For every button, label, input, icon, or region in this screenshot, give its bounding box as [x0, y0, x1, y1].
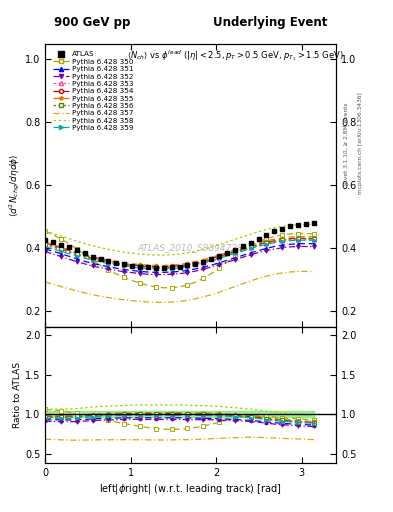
Legend: ATLAS, Pythia 6.428 350, Pythia 6.428 351, Pythia 6.428 352, Pythia 6.428 353, P: ATLAS, Pythia 6.428 350, Pythia 6.428 35…	[50, 49, 136, 134]
Text: $\langle N_{ch}\rangle$ vs $\phi^{lead}$ ($|\eta| < 2.5, p_T > 0.5$ GeV, $p_{T_1: $\langle N_{ch}\rangle$ vs $\phi^{lead}$…	[127, 48, 343, 63]
Text: 900 GeV pp: 900 GeV pp	[54, 16, 130, 29]
Y-axis label: Ratio to ATLAS: Ratio to ATLAS	[13, 362, 22, 428]
Y-axis label: $\langle d^2 N_{chg}/d\eta d\phi \rangle$: $\langle d^2 N_{chg}/d\eta d\phi \rangle…	[8, 154, 22, 217]
X-axis label: left|$\phi$right| (w.r.t. leading track) [rad]: left|$\phi$right| (w.r.t. leading track)…	[99, 482, 282, 497]
Text: mcplots.cern.ch [arXiv:1306.3436]: mcplots.cern.ch [arXiv:1306.3436]	[358, 93, 363, 194]
Text: ATLAS_2010_S8894728: ATLAS_2010_S8894728	[138, 243, 244, 252]
Text: Underlying Event: Underlying Event	[213, 16, 327, 29]
Text: Rivet 3.1.10, ≥ 2.8M events: Rivet 3.1.10, ≥ 2.8M events	[344, 102, 349, 185]
